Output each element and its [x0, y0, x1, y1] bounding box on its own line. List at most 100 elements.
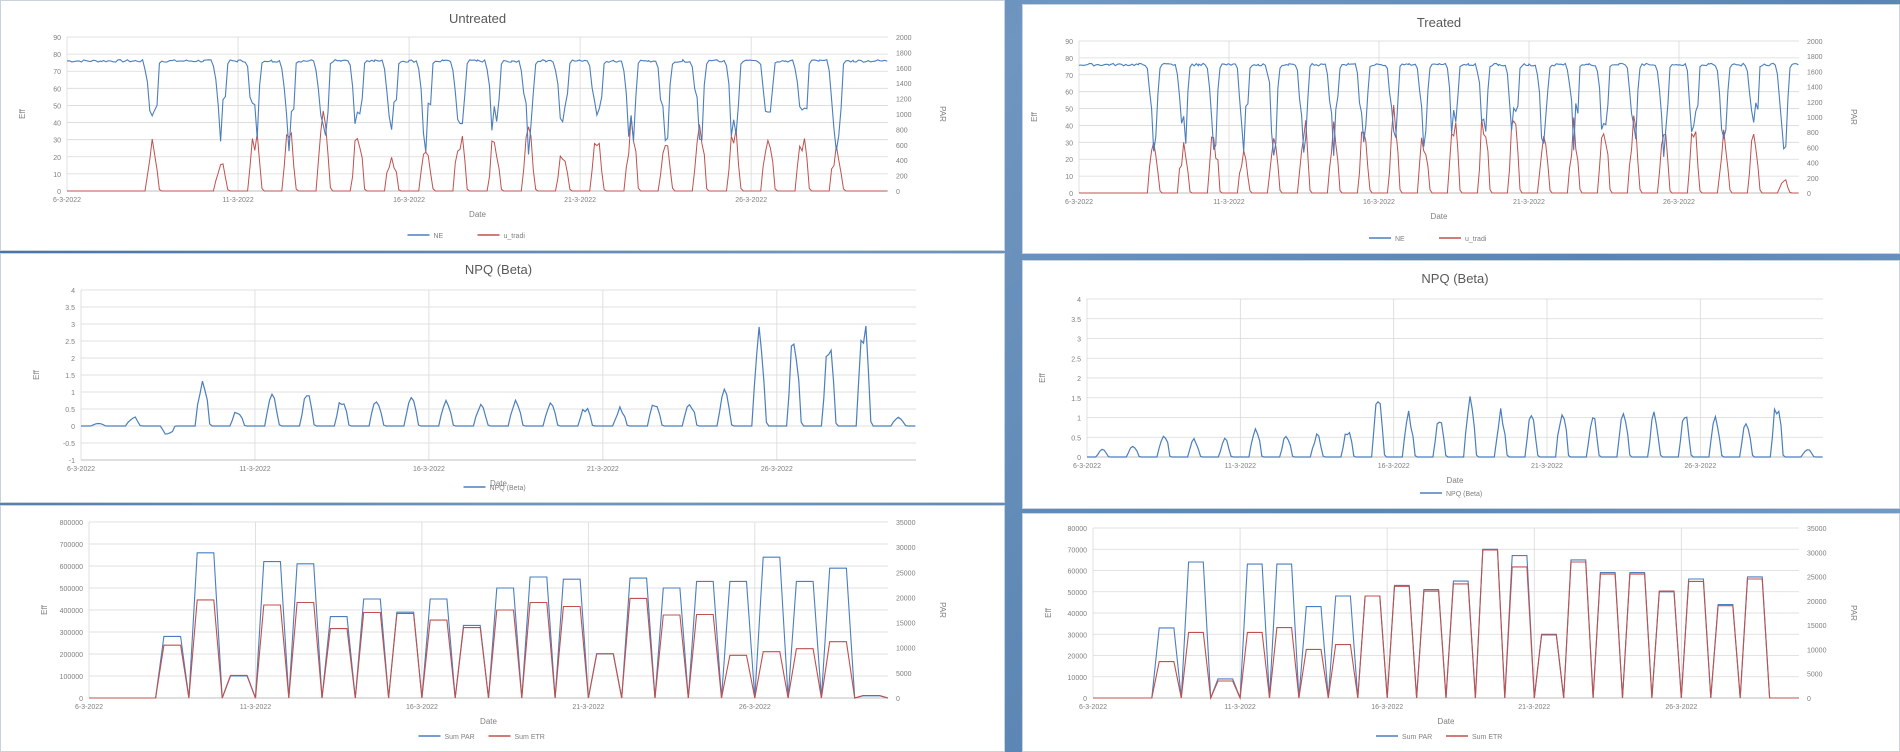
y2-tick-label: 30000 [1807, 550, 1827, 557]
y2-axis-label: PAR [938, 602, 947, 618]
y2-axis-label: PAR [1849, 605, 1858, 621]
y2-tick-label: 1200 [1807, 100, 1823, 107]
x-tick-label: 21-3-2022 [587, 466, 619, 473]
legend-label: u_tradi [1465, 236, 1487, 243]
x-tick-label: 6-3-2022 [53, 197, 81, 204]
y2-tick-label: 200 [896, 174, 908, 181]
x-tick-label: 26-3-2022 [1663, 199, 1695, 206]
left-bot-panel: 0 100000 200000 300000 400000 500000 600000 700… [0, 505, 1005, 752]
x-axis-label: Date [490, 479, 507, 488]
y-tick-label: 0.5 [1071, 435, 1081, 442]
sum-etr-line [89, 597, 889, 699]
legend-label: u_tradi [504, 233, 526, 240]
y-tick-label: 10 [53, 172, 61, 179]
x-tick-label: 21-3-2022 [572, 704, 604, 711]
y-tick-label: 3.5 [1071, 317, 1081, 324]
x-tick-label: 11-3-2022 [1225, 463, 1257, 470]
y-tick-label: 90 [53, 35, 61, 42]
y-tick-label: 2 [71, 356, 75, 363]
y-tick-label: 60000 [1068, 569, 1088, 576]
y-tick-label: 40 [53, 121, 61, 128]
y2-tick-label: 0 [1807, 191, 1811, 198]
y2-tick-label: 10000 [1807, 647, 1827, 654]
y-tick-label: 3 [1077, 337, 1081, 344]
x-tick-label: 16-3-2022 [413, 466, 445, 473]
y-tick-label: 80000 [1068, 526, 1088, 533]
y2-tick-label: 0 [896, 189, 900, 196]
x-tick-label: 21-3-2022 [1531, 463, 1563, 470]
y2-tick-label: 1000 [896, 112, 912, 119]
y-tick-label: 2.5 [1071, 356, 1081, 363]
sum-etr-line [1093, 549, 1799, 701]
y-tick-label: 40 [1065, 123, 1073, 130]
x-tick-label: 21-3-2022 [1513, 199, 1545, 206]
y-tick-label: 800000 [60, 520, 83, 527]
x-tick-label: 16-3-2022 [1371, 704, 1403, 711]
y-tick-label: 70 [1065, 73, 1073, 80]
y-tick-label: 3.5 [65, 305, 75, 312]
x-tick-label: 6-3-2022 [1073, 463, 1101, 470]
x-axis-label: Date [480, 717, 497, 726]
y-tick-label: 1.5 [1071, 396, 1081, 403]
y-tick-label: 100000 [60, 674, 83, 681]
y-axis-label: Eff [1030, 111, 1039, 121]
y2-tick-label: 1000 [1807, 115, 1823, 122]
y-tick-label: 50 [1065, 107, 1073, 114]
x-tick-label: 11-3-2022 [222, 197, 254, 204]
x-tick-label: 26-3-2022 [1684, 463, 1716, 470]
y-tick-label: 70 [53, 69, 61, 76]
y2-tick-label: 2000 [896, 35, 912, 42]
y-tick-label: 1 [71, 390, 75, 397]
y2-tick-label: 1600 [896, 66, 912, 73]
y-tick-label: 90 [1065, 39, 1073, 46]
x-tick-label: 26-3-2022 [761, 466, 793, 473]
ne-series-line [66, 58, 888, 155]
x-axis-label: Date [1447, 476, 1464, 485]
y-tick-label: 80 [53, 52, 61, 59]
y-tick-label: 20000 [1068, 654, 1088, 661]
y2-tick-label: 25000 [896, 570, 916, 577]
y-tick-label: 0 [79, 696, 83, 703]
x-tick-label: 11-3-2022 [240, 704, 272, 711]
right-top-svg: Treated 0 10 20 30 40 50 60 70 80 90 0 200 400 600 800 1… [1030, 15, 1858, 243]
y-tick-label: 200000 [60, 652, 83, 659]
x-tick-label: 16-3-2022 [1363, 199, 1395, 206]
x-tick-label: 21-3-2022 [1518, 704, 1550, 711]
y2-tick-label: 0 [1807, 696, 1811, 703]
y-tick-label: 1.5 [65, 373, 75, 380]
y-tick-label: 20 [53, 155, 61, 162]
legend-label: Sum PAR [1402, 734, 1432, 741]
right-mid-svg: NPQ (Beta) 0 0.5 1 1.5 2 2.5 3 3.5 4 Eff 6-3-2022 11… [1038, 271, 1823, 498]
x-tick-label: 26-3-2022 [1665, 704, 1697, 711]
y2-tick-label: 5000 [896, 671, 912, 678]
y-tick-label: 0 [57, 189, 61, 196]
y2-tick-label: 20000 [1807, 599, 1827, 606]
x-tick-label: 11-3-2022 [1224, 704, 1256, 711]
x-tick-label: 16-3-2022 [1378, 463, 1410, 470]
x-tick-label: 26-3-2022 [739, 704, 771, 711]
y2-tick-label: 15000 [896, 621, 916, 628]
legend-label: NPQ (Beta) [1446, 491, 1482, 498]
y2-tick-label: 20000 [896, 595, 916, 602]
y2-tick-label: 600 [896, 143, 908, 150]
y2-axis-label: PAR [938, 106, 947, 122]
x-axis-label: Date [469, 210, 486, 219]
y2-tick-label: 1400 [896, 81, 912, 88]
y2-tick-label: 400 [1807, 161, 1819, 168]
y2-tick-label: 800 [896, 127, 908, 134]
y-axis-label: Eff [1044, 607, 1053, 617]
right-bot-panel: 0 10000 20000 30000 40000 50000 60000 70000 8000… [1022, 513, 1900, 752]
y2-tick-label: 5000 [1807, 672, 1823, 679]
y-tick-label: 500000 [60, 586, 83, 593]
y-tick-label: 60 [1065, 90, 1073, 97]
y-tick-label: 0 [1069, 191, 1073, 198]
x-axis-label: Date [1431, 212, 1448, 221]
y-tick-label: 30000 [1068, 632, 1088, 639]
y-tick-label: 300000 [60, 630, 83, 637]
y2-tick-label: 35000 [1807, 526, 1827, 533]
legend-label: Sum ETR [1472, 734, 1502, 741]
left-mid-svg: NPQ (Beta) -1 -0.5 0 0.5 1 1.5 2 2.5 3 3.5 4 Eff 6-3-… [32, 262, 916, 492]
y-tick-label: 0 [1083, 696, 1087, 703]
y2-tick-label: 1800 [896, 50, 912, 57]
y2-tick-label: 1400 [1807, 85, 1823, 92]
